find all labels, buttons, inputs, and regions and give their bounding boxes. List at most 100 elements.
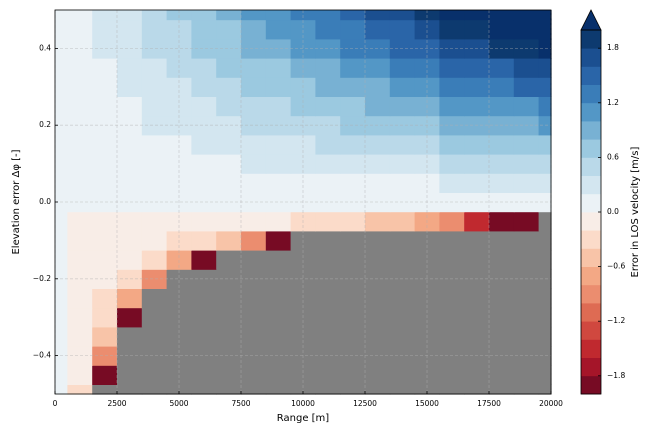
- contour-cell: [513, 365, 540, 385]
- contour-cell: [141, 269, 168, 289]
- contour-cell: [67, 96, 93, 117]
- contour-cell: [290, 269, 316, 289]
- contour-cell: [538, 230, 552, 251]
- contour-cell: [439, 134, 465, 155]
- contour-cell: [464, 19, 490, 40]
- contour-cell: [340, 211, 366, 232]
- contour-cell: [290, 250, 316, 270]
- contour-cell: [55, 134, 68, 155]
- contour-cell: [216, 154, 242, 174]
- contour-cell: [191, 250, 217, 270]
- contour-cell: [315, 269, 341, 289]
- contour-cell: [92, 154, 118, 174]
- contour-cell: [141, 134, 168, 155]
- contour-cell: [216, 38, 242, 59]
- contour-cell: [439, 307, 465, 328]
- contour-cell: [67, 307, 93, 328]
- x-tick-label: 17500: [477, 399, 501, 408]
- contour-cell: [538, 134, 552, 155]
- contour-cell: [464, 384, 490, 395]
- contour-cell: [513, 230, 540, 251]
- contour-cell: [166, 154, 192, 174]
- contour-cell: [216, 134, 242, 155]
- x-tick-label: 2500: [107, 399, 126, 408]
- contour-cell: [489, 288, 515, 309]
- contour-cell: [216, 384, 242, 395]
- contour-cell: [290, 38, 316, 59]
- colorbar-band: [581, 157, 601, 176]
- contour-cell: [92, 77, 118, 97]
- contour-cell: [67, 230, 93, 251]
- x-tick-label: 0: [53, 399, 58, 408]
- contour-cell: [166, 19, 192, 40]
- contour-cell: [241, 346, 267, 366]
- contour-cell: [464, 154, 490, 174]
- y-tick-label: −0.4: [33, 351, 51, 360]
- contour-cell: [92, 326, 118, 347]
- contour-cell: [92, 10, 118, 21]
- contour-cell: [340, 230, 366, 251]
- contour-cell: [191, 154, 217, 174]
- contour-cell: [265, 154, 292, 174]
- contour-cell: [67, 19, 93, 40]
- contour-cell: [241, 211, 267, 232]
- contour-cell: [241, 288, 267, 309]
- contour-cell: [265, 326, 292, 347]
- contour-cell: [389, 365, 416, 385]
- contour-cell: [389, 154, 416, 174]
- contour-cell: [340, 134, 366, 155]
- contour-cell: [489, 58, 515, 78]
- contour-cell: [216, 346, 242, 366]
- contour-cell: [389, 58, 416, 78]
- contour-cell: [67, 134, 93, 155]
- contour-cell: [265, 250, 292, 270]
- contour-cell: [191, 346, 217, 366]
- contour-cell: [414, 173, 440, 193]
- contour-cell: [117, 38, 143, 59]
- contour-cell: [439, 96, 465, 117]
- contour-cell: [191, 269, 217, 289]
- contour-cell: [55, 154, 68, 174]
- contour-cell: [265, 19, 292, 40]
- contour-cell: [439, 250, 465, 270]
- contour-cell: [265, 288, 292, 309]
- contour-cell: [191, 307, 217, 328]
- contour-cell: [216, 230, 242, 251]
- contour-cell: [117, 134, 143, 155]
- contour-cell: [489, 384, 515, 395]
- contour-cell: [55, 288, 68, 309]
- contour-cell: [389, 250, 416, 270]
- contour-cell: [315, 346, 341, 366]
- contour-cell: [389, 173, 416, 193]
- contour-cell: [55, 173, 68, 193]
- contour-cell: [55, 10, 68, 21]
- contour-cell: [489, 19, 515, 40]
- contour-cell: [439, 58, 465, 78]
- contour-cell: [265, 230, 292, 251]
- colorbar-band: [581, 266, 601, 286]
- contour-cell: [92, 288, 118, 309]
- contour-cell: [414, 384, 440, 395]
- contour-cell: [191, 77, 217, 97]
- contour-cell: [216, 115, 242, 136]
- contour-cell: [265, 96, 292, 117]
- contour-cell: [513, 326, 540, 347]
- contour-cell: [340, 173, 366, 193]
- colorbar-band: [581, 175, 601, 195]
- colorbar-band: [581, 48, 601, 67]
- contour-cell: [191, 10, 217, 21]
- colorbar-band: [581, 248, 601, 267]
- colorbar-band: [581, 357, 601, 377]
- contour-cell: [439, 365, 465, 385]
- contour-cell: [365, 77, 391, 97]
- colorbar-band: [581, 139, 601, 158]
- contour-cell: [141, 346, 168, 366]
- contour-cell: [117, 10, 143, 21]
- contour-cell: [117, 230, 143, 251]
- contour-cell: [538, 173, 552, 193]
- contour-cell: [365, 211, 391, 232]
- contour-cell: [241, 269, 267, 289]
- contour-cell: [414, 250, 440, 270]
- contour-cell: [464, 173, 490, 193]
